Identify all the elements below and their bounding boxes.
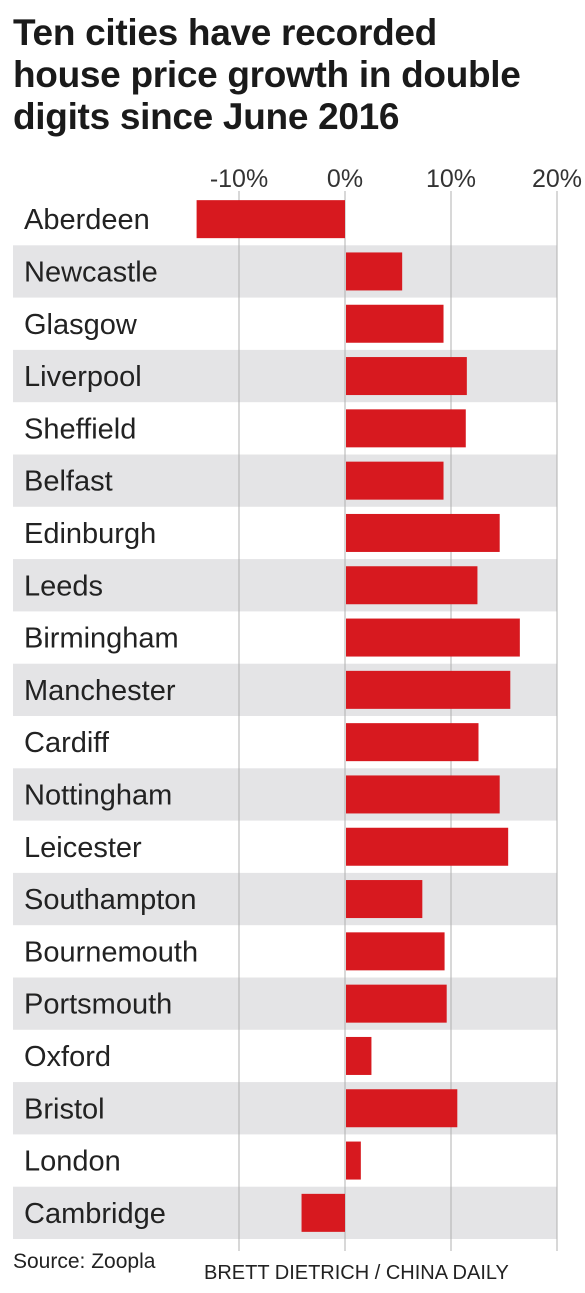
x-tick-label: 0% — [327, 165, 363, 193]
bar — [301, 1193, 345, 1232]
category-label: Liverpool — [24, 361, 142, 393]
category-label: London — [24, 1146, 121, 1178]
category-label: Birmingham — [24, 623, 179, 655]
row-band — [13, 872, 557, 926]
category-label: Belfast — [24, 466, 113, 498]
bar — [346, 880, 423, 919]
bar — [346, 513, 500, 552]
category-label: Glasgow — [24, 309, 138, 341]
bar — [346, 723, 479, 762]
bar — [346, 1036, 372, 1075]
title-line-2: house price growth in double — [13, 54, 521, 95]
category-label: Cambridge — [24, 1198, 166, 1230]
category-label: Sheffield — [24, 413, 136, 445]
row-band — [13, 1186, 557, 1239]
bar — [346, 775, 500, 814]
category-label: Southampton — [24, 884, 197, 916]
bar — [346, 357, 467, 396]
category-label: Newcastle — [24, 256, 158, 288]
category-label: Manchester — [24, 675, 176, 707]
bar — [346, 618, 520, 657]
category-label: Edinburgh — [24, 518, 156, 550]
title-line-1: Ten cities have recorded — [13, 12, 437, 53]
source-note: Source: Zoopla — [13, 1250, 156, 1273]
category-label: Cardiff — [24, 727, 110, 759]
bar — [346, 827, 509, 866]
category-label: Portsmouth — [24, 989, 172, 1021]
bar — [346, 409, 466, 448]
category-label: Aberdeen — [24, 204, 150, 236]
bar — [346, 984, 447, 1023]
bar — [346, 670, 511, 709]
title-line-3: digits since June 2016 — [13, 96, 400, 137]
category-label: Oxford — [24, 1041, 111, 1073]
category-label: Leicester — [24, 832, 142, 864]
row-band — [13, 454, 557, 507]
credit-line: BRETT DIETRICH / CHINA DAILY — [204, 1262, 509, 1284]
x-tick-label: 20% — [532, 165, 582, 193]
x-tick-label: 10% — [426, 165, 476, 193]
category-label: Bristol — [24, 1093, 105, 1125]
category-label: Nottingham — [24, 779, 172, 811]
bar — [346, 461, 444, 500]
chart-title: Ten cities have recorded house price gro… — [13, 12, 578, 138]
bar — [346, 304, 444, 343]
x-tick-label: -10% — [210, 165, 268, 193]
row-band — [13, 977, 557, 1030]
row-band — [13, 1082, 557, 1135]
row-band — [13, 245, 557, 298]
bar — [346, 932, 445, 971]
bar — [196, 200, 345, 239]
category-label: Leeds — [24, 570, 103, 602]
category-label: Bournemouth — [24, 936, 198, 968]
bar — [346, 1141, 361, 1180]
bar — [346, 252, 403, 291]
bar — [346, 1089, 458, 1128]
bar — [346, 566, 478, 605]
